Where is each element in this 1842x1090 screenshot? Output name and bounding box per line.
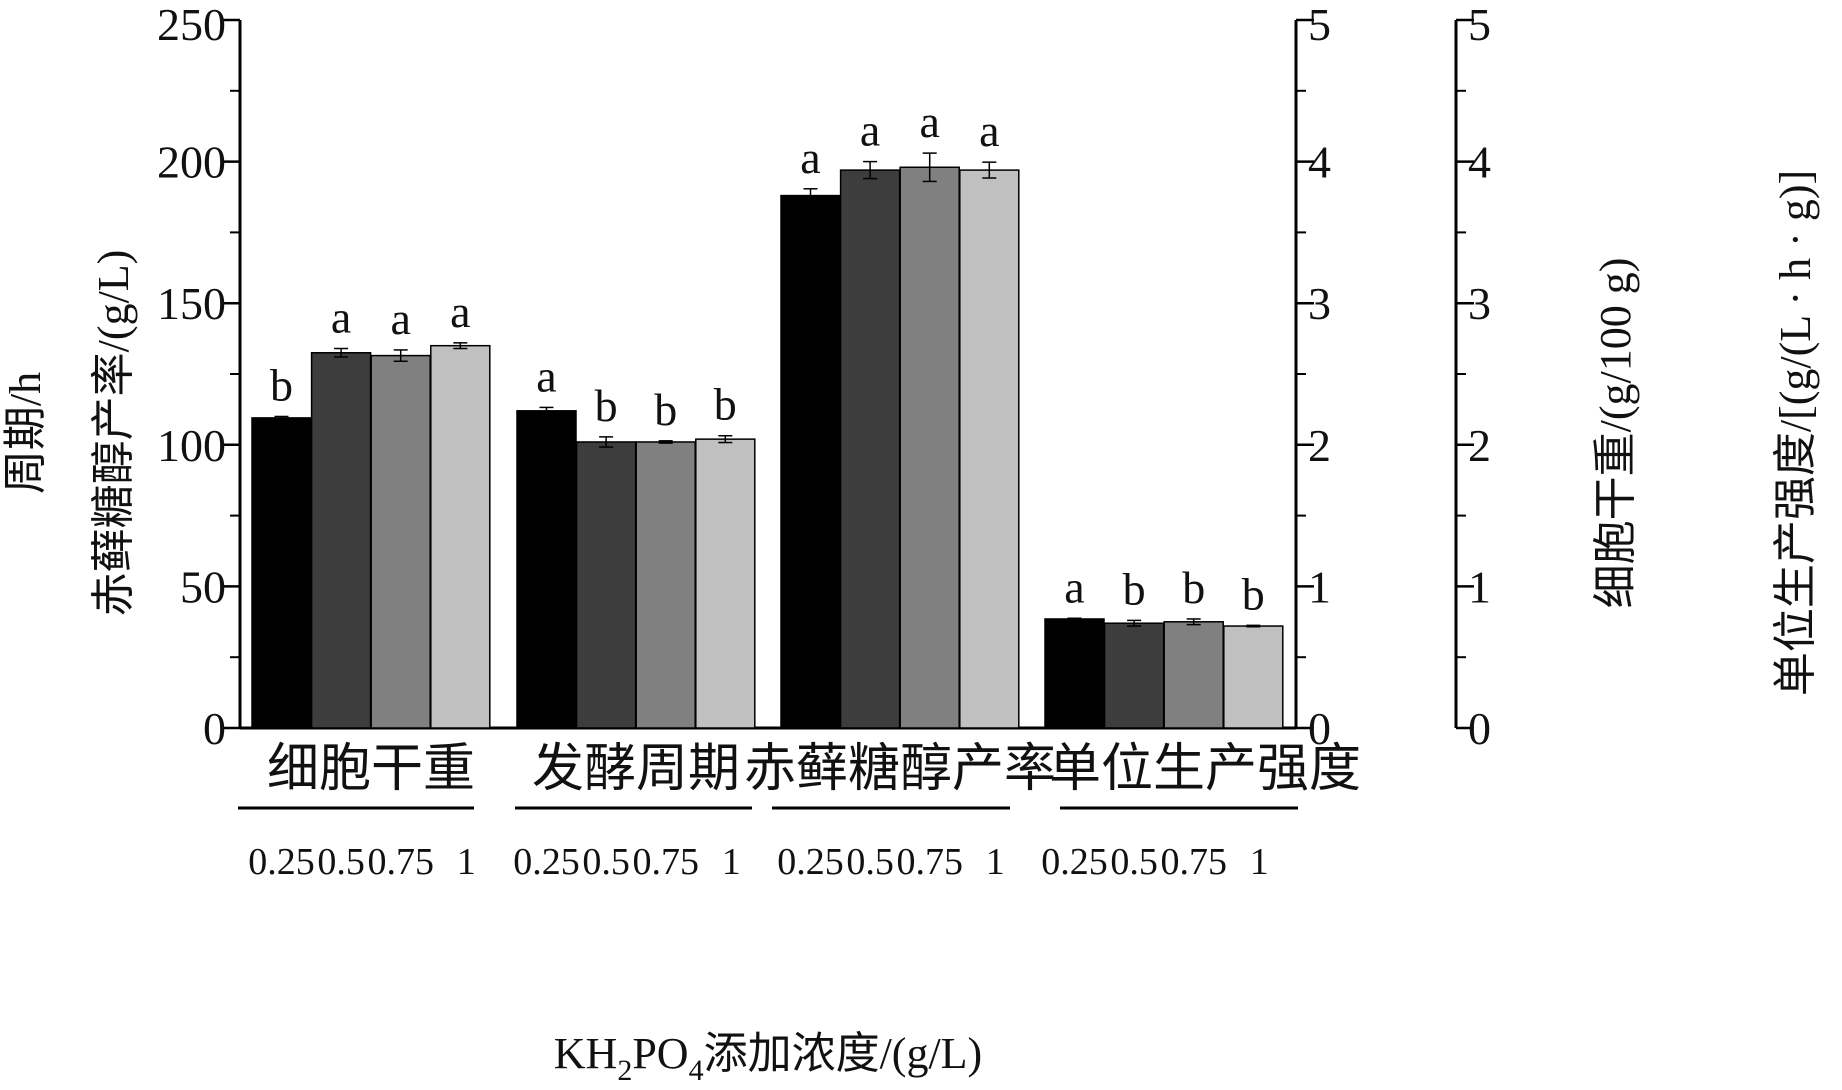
tick-label-right1: 5 <box>1308 0 1331 50</box>
sub-tick-label-2-2: 0.75 <box>896 841 963 883</box>
sub-tick-label-1-2: 0.75 <box>632 841 699 883</box>
sig-letter-1-2: b <box>654 384 677 435</box>
sig-letter-0-3: a <box>450 286 470 337</box>
sig-letter-2-2: a <box>919 96 939 147</box>
sig-letter-2-0: a <box>800 132 820 183</box>
tick-label-right2: 1 <box>1468 561 1491 612</box>
sub-tick-label-3-2: 0.75 <box>1160 841 1227 883</box>
bar-0-1 <box>310 352 372 729</box>
bar-2-3 <box>959 169 1020 729</box>
y-left-label-line1: 周期/h <box>1 372 50 494</box>
tick-label-left: 150 <box>157 278 226 329</box>
sig-letter-2-1: a <box>860 105 880 156</box>
sig-letter-3-3: b <box>1242 568 1265 619</box>
category-label-0: 细胞干重 <box>267 741 475 798</box>
tick-label-left: 100 <box>157 420 226 471</box>
sub-tick-label-1-0: 0.25 <box>513 841 580 883</box>
x-label-sub-2: 2 <box>617 1054 632 1087</box>
sub-tick-label-3-1: 0.5 <box>1110 841 1158 883</box>
bar-0-0 <box>251 417 312 729</box>
x-label-po: PO <box>632 1029 688 1078</box>
tick-label-left: 200 <box>157 137 226 188</box>
sub-tick-label-1-1: 0.5 <box>582 841 630 883</box>
tick-label-right2: 5 <box>1468 0 1491 50</box>
bar-3-1 <box>1103 622 1165 729</box>
bar-2-0 <box>780 194 841 729</box>
bars-layer <box>251 152 1284 729</box>
bar-2-2 <box>899 166 960 729</box>
bar-0-2 <box>370 354 431 729</box>
sub-tick-label-0-3: 1 <box>457 841 476 883</box>
bar-3-0 <box>1044 618 1105 729</box>
tick-label-left: 0 <box>203 703 226 754</box>
tick-label-right1: 4 <box>1308 137 1331 188</box>
sig-letter-0-0: b <box>270 359 293 410</box>
category-label-1: 发酵周期 <box>532 741 740 798</box>
category-label-3: 单位生产强度 <box>1049 741 1361 798</box>
y-right2-label: 单位生产强度/[(g/(L · h · g)] <box>1771 170 1820 696</box>
tick-label-right1: 2 <box>1308 420 1331 471</box>
sub-tick-label-2-0: 0.25 <box>777 841 844 883</box>
sub-tick-label-2-3: 1 <box>986 841 1005 883</box>
tick-label-right2: 0 <box>1468 703 1491 754</box>
sub-tick-label-2-1: 0.5 <box>846 841 894 883</box>
category-label-2: 赤藓糖醇产率 <box>744 741 1056 798</box>
sub-tick-label-1-3: 1 <box>722 841 741 883</box>
y-left-label-line2: 赤藓糖醇产率/(g/L) <box>89 250 138 617</box>
sig-letter-2-3: a <box>979 105 999 156</box>
sig-letter-1-0: a <box>536 350 556 401</box>
bar-1-3 <box>695 438 756 729</box>
bar-1-1 <box>575 441 637 729</box>
sig-letter-3-1: b <box>1123 563 1146 614</box>
sub-tick-label-0-1: 0.5 <box>317 841 365 883</box>
sig-letter-1-3: b <box>714 379 737 430</box>
tick-label-left: 50 <box>180 561 226 612</box>
tick-label-right2: 4 <box>1468 137 1491 188</box>
x-label-rest: 添加浓度/(g/L) <box>704 1029 983 1078</box>
bar-3-3 <box>1223 625 1284 729</box>
axes-layer <box>222 18 1474 810</box>
bar-1-2 <box>635 441 696 729</box>
x-axis-label: KH2PO4添加浓度/(g/L) <box>554 1029 982 1087</box>
bar-2-1 <box>839 169 901 729</box>
bar-0-3 <box>430 344 491 729</box>
bar-3-2 <box>1163 621 1224 729</box>
tick-label-right1: 3 <box>1308 278 1331 329</box>
tick-label-right1: 1 <box>1308 561 1331 612</box>
tick-label-right2: 3 <box>1468 278 1491 329</box>
sub-tick-label-3-3: 1 <box>1250 841 1269 883</box>
y-right1-label: 细胞干重/(g/100 g) <box>1591 258 1640 609</box>
tick-label-right1: 0 <box>1308 703 1331 754</box>
x-label-kh: KH <box>554 1029 618 1078</box>
bar-1-0 <box>516 410 577 729</box>
sig-letter-3-0: a <box>1064 561 1084 612</box>
tick-label-right2: 2 <box>1468 420 1491 471</box>
sub-tick-label-0-0: 0.25 <box>248 841 315 883</box>
sig-letter-0-2: a <box>390 293 410 344</box>
sub-tick-label-0-2: 0.75 <box>367 841 434 883</box>
tick-label-left: 250 <box>157 0 226 50</box>
sig-letter-3-2: b <box>1182 562 1205 613</box>
sig-letter-1-1: b <box>595 380 618 431</box>
sub-tick-label-3-0: 0.25 <box>1041 841 1108 883</box>
x-label-sub-4: 4 <box>689 1054 704 1087</box>
sig-letter-0-1: a <box>331 292 351 343</box>
